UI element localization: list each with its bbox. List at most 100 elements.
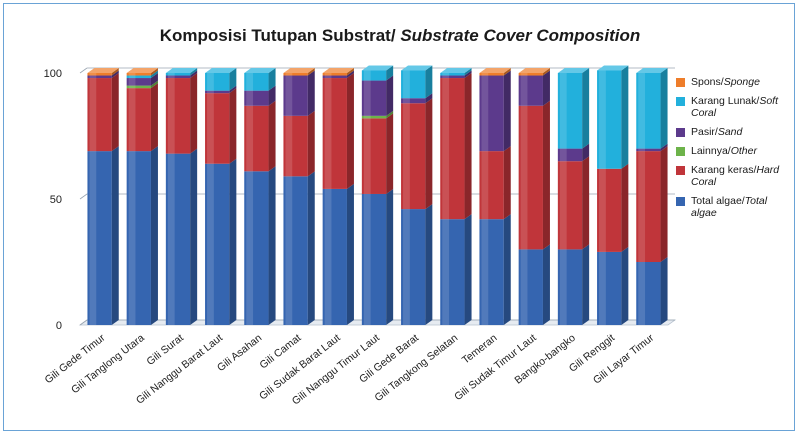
bar-segment [283,115,308,177]
legend-label: Spons/Sponge [691,76,760,88]
bar-segment-highlight [481,73,489,76]
x-tick-label: Gili Tanglong Utara [69,332,147,396]
legend-swatch [676,78,685,87]
bar-segment-side [229,68,237,91]
bar-segment-highlight [89,73,97,76]
bar-segment-highlight [403,98,410,104]
bar-segment [87,78,112,152]
legend-label-italic: Other [730,145,757,157]
bar-segment-side [268,166,276,325]
bar-segment [361,115,387,119]
chart-legend: Spons/Sponge Karang Lunak/Soft Coral Pasir… [676,76,786,226]
bar-segment-side [346,73,354,189]
bar-segment [87,73,112,76]
bar-segment-side [150,68,158,76]
legend-swatch [676,97,685,106]
bar-segment-side [229,158,237,325]
bar-segment [440,73,465,76]
bar-segment [440,75,465,79]
bar-segment-side [503,214,511,325]
bar-segment-side [111,73,119,152]
bar-segment [518,105,543,250]
bar-segment [597,251,622,325]
bar-segment-side [150,80,158,89]
legend-item: Lainnya/Other [676,145,786,157]
bar-top-cap [518,68,550,73]
legend-label: Total algae/Total algae [691,195,786,219]
bar-segment [597,70,622,169]
legend-label: Karang Lunak/Soft Coral [691,95,786,119]
bar-segment-highlight [246,73,254,91]
bar-segment-highlight [599,168,606,252]
bar-segment-highlight [363,115,371,119]
bar-segment [126,73,151,76]
bar-top-cap [557,68,590,73]
legend-label-main: Lainnya/ [691,145,731,157]
bar-segment-highlight [167,75,175,79]
bar-top-cap [440,68,472,73]
bar-segment-side [386,188,394,325]
bar-segment [322,75,347,79]
bar-segment-side [150,83,158,152]
bar-segment [401,209,426,325]
bar-segment-highlight [403,70,410,99]
bar-segment-highlight [324,78,332,189]
bar-segment [479,75,504,152]
y-tick-label: 100 [44,68,62,80]
bar-segment [440,78,465,220]
bar-segment-side [268,100,276,172]
bar-segment [518,75,543,106]
bar-segment-highlight [638,262,646,325]
bar-segment-highlight [246,90,254,106]
bar-segment-highlight [167,153,175,325]
legend-swatch [676,128,685,137]
bar-segment [440,219,465,325]
bar-segment-side [464,68,472,76]
bar-segment-side [503,68,511,76]
legend-item: Karang Lunak/Soft Coral [676,95,786,119]
bar-segment-side [190,73,198,154]
bar-top-cap [322,68,354,73]
bar-segment [322,78,347,189]
bar-top-cap [479,68,511,73]
bar-segment-side [229,88,237,164]
bar-segment-highlight [481,219,489,325]
bar-segment-side [464,73,472,220]
bar-segment-highlight [285,73,293,76]
bar-segment [244,73,269,91]
bar-segment [205,90,230,94]
bar-segment-highlight [167,78,175,154]
bar-segment-highlight [246,105,254,172]
bar-segment [126,78,151,86]
bar-segment-side [346,70,354,79]
bar-top-cap [244,68,276,73]
bar-segment-side [150,70,158,79]
bar-segment [165,73,191,76]
bar-segment-highlight [363,118,371,194]
bar-segment-side [150,146,158,325]
bar-segment-highlight [128,151,136,325]
legend-label-italic: Sand [717,126,743,138]
bar-segment [244,171,269,325]
bar-segment-highlight [89,75,97,79]
bar-segment-highlight [89,151,97,325]
bar-segment-highlight [128,73,136,76]
bar-segment-highlight [442,219,450,325]
bar-segment-side [150,73,158,86]
bar-segment [126,75,151,79]
bar-segment-highlight [481,75,489,152]
legend-item: Spons/Sponge [676,76,786,88]
legend-item: Total algae/Total algae [676,195,786,219]
bar-segment [205,73,230,91]
bar-top-cap [283,68,315,73]
bar-segment-highlight [442,75,450,79]
bar-segment [205,93,230,164]
legend-swatch [676,147,685,156]
bar-segment-side [346,183,354,325]
bar-segment-side [386,110,394,119]
bar-segment-side [229,85,237,94]
bar-segment-side [542,244,550,325]
gridline-diag [79,319,88,326]
bar-segment-side [582,143,590,162]
